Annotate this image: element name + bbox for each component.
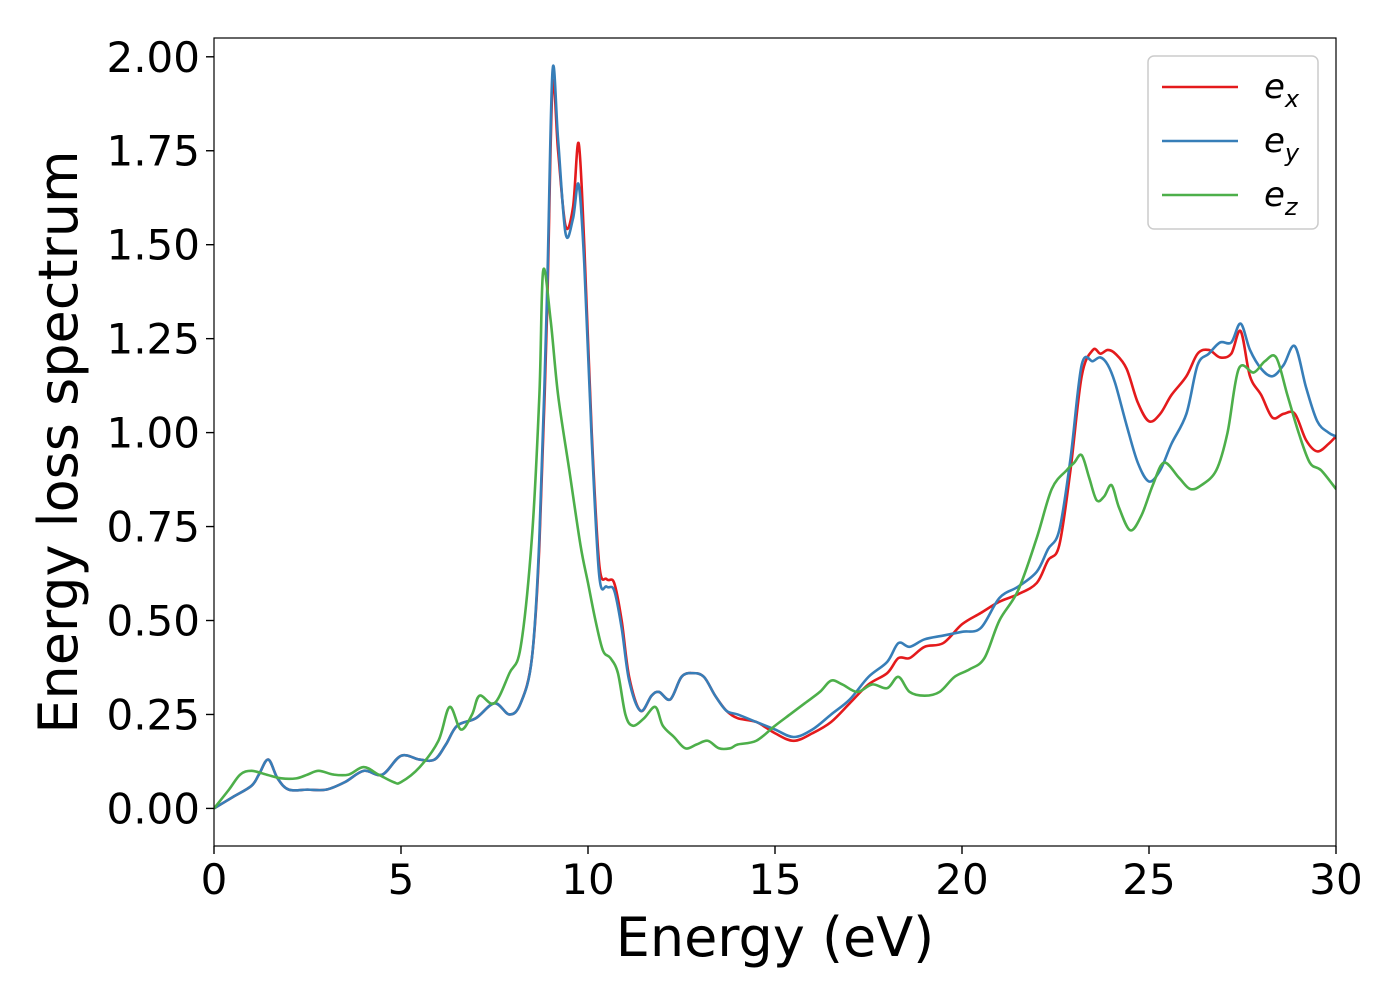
- y-tick-label: 0.75: [106, 503, 200, 552]
- x-tick-label: 15: [748, 855, 801, 904]
- legend-label-z: ez: [1264, 175, 1299, 221]
- x-tick-label: 10: [561, 855, 614, 904]
- y-tick-label: 1.75: [106, 127, 200, 176]
- y-tick-label: 0.50: [106, 597, 200, 646]
- x-axis-label: Energy (eV): [616, 906, 935, 969]
- legend-items: ex ey ez: [1162, 67, 1300, 221]
- legend-label-y: ey: [1264, 121, 1300, 167]
- y-tick-label: 0.00: [106, 784, 200, 833]
- series-layer: [214, 64, 1336, 810]
- x-tick-label: 30: [1309, 855, 1362, 904]
- legend: ex ey ez: [1147, 55, 1319, 230]
- y-axis-ticks: 0.00 0.25 0.50 0.75 1.00 1.25 1.50 1.75 2.00: [106, 33, 214, 833]
- y-tick-label: 1.00: [106, 409, 200, 458]
- y-tick-label: 1.25: [106, 315, 200, 364]
- legend-box: [1147, 55, 1319, 230]
- y-tick-label: 2.00: [106, 33, 200, 82]
- y-tick-label: 0.25: [106, 690, 200, 739]
- x-tick-label: 20: [935, 855, 988, 904]
- x-tick-label: 0: [201, 855, 228, 904]
- y-axis-label: Energy loss spectrum: [27, 150, 90, 733]
- x-tick-label: 5: [388, 855, 415, 904]
- legend-label-x: ex: [1264, 67, 1300, 113]
- series-line-z: [214, 267, 1336, 810]
- x-tick-label: 25: [1122, 855, 1175, 904]
- x-axis-ticks: 0 5 10 15 20 25 30: [201, 846, 1363, 904]
- y-tick-label: 1.50: [106, 221, 200, 270]
